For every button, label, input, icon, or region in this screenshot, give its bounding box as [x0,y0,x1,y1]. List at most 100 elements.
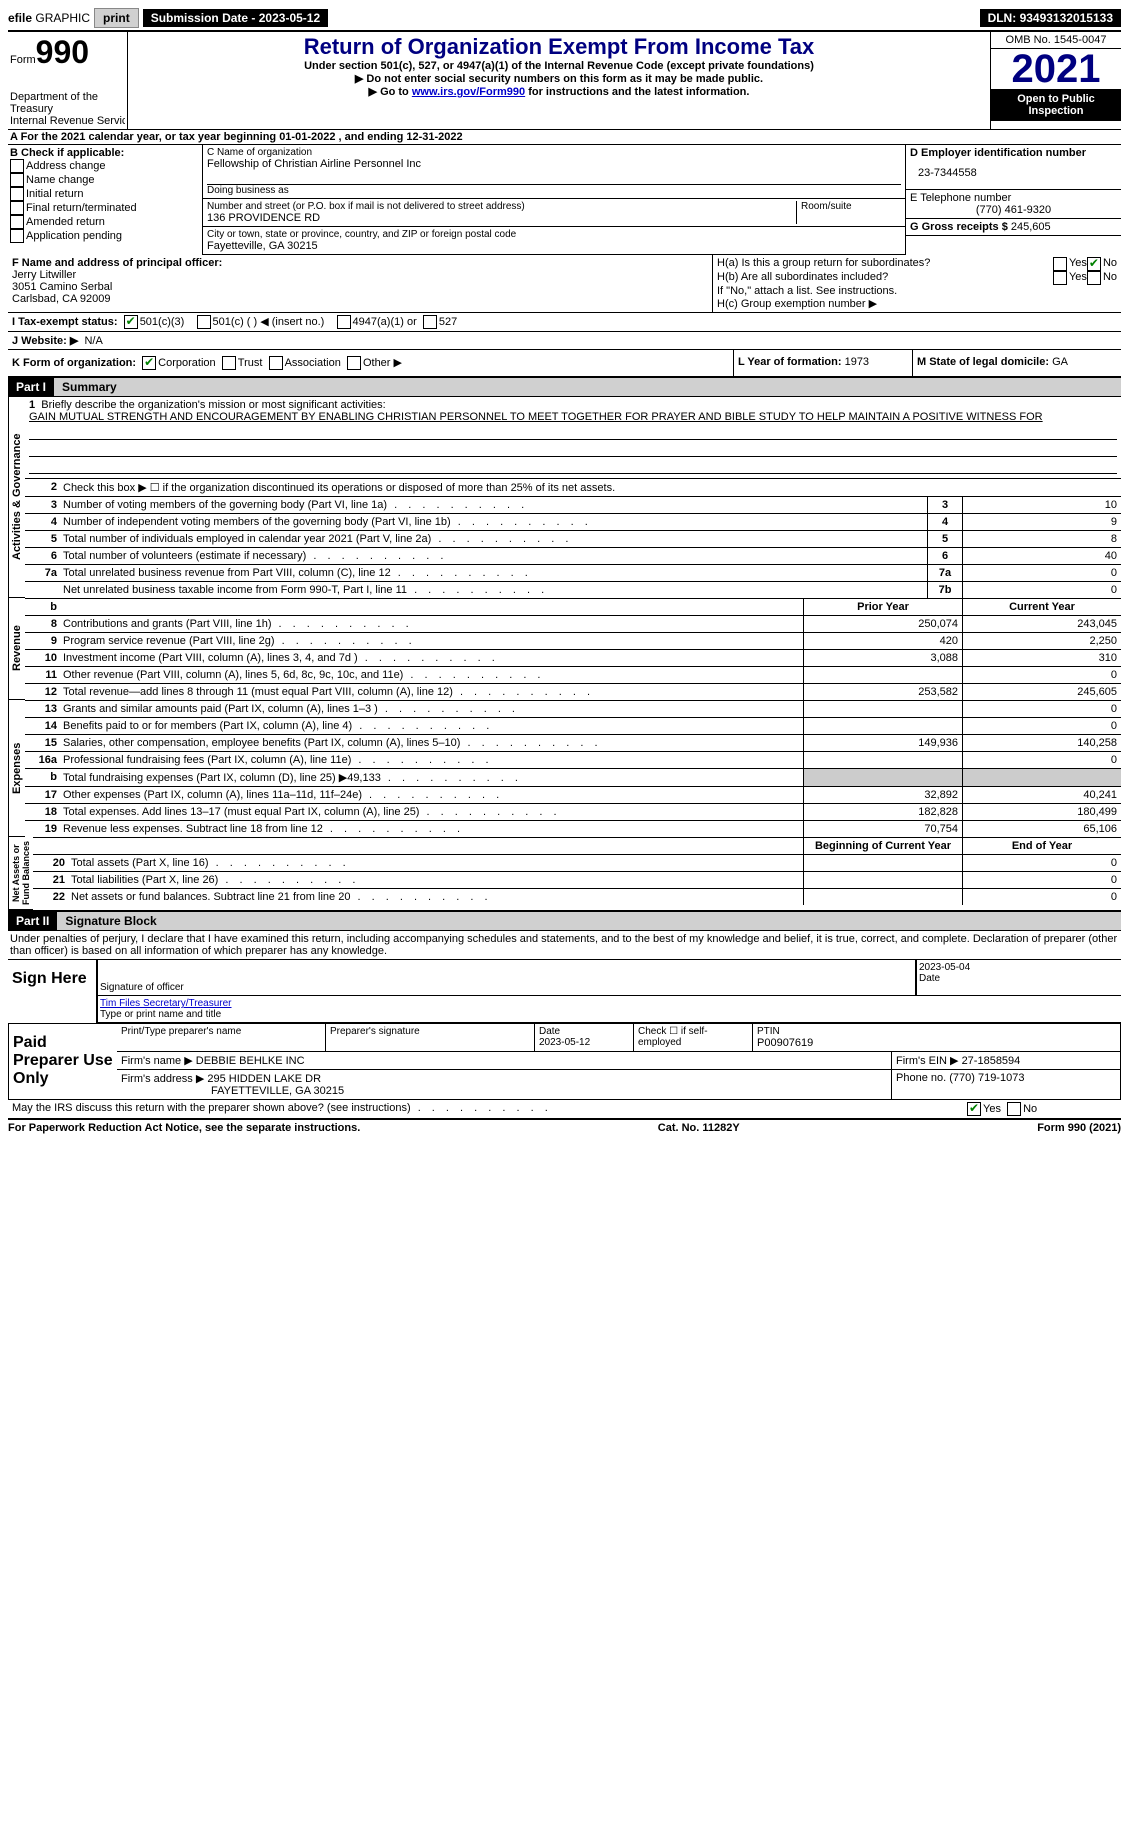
part1-header: Part I Summary [8,377,1121,397]
dba-label: Doing business as [207,185,901,196]
submission-date: Submission Date - 2023-05-12 [143,9,328,27]
prior-year-header: Prior Year [803,599,962,615]
summary-line: 13Grants and similar amounts paid (Part … [25,700,1121,717]
website-row: J Website: ▶ N/A [8,332,1121,350]
chk-amended[interactable] [10,215,24,229]
ha-yes[interactable] [1053,257,1067,271]
q2-text: Check this box ▶ ☐ if the organization d… [61,479,1121,496]
summary-line: 4Number of independent voting members of… [25,513,1121,530]
identity-grid: B Check if applicable: Address change Na… [8,145,1121,255]
gross-receipts: 245,605 [1011,221,1051,233]
warn-ssn: ▶ Do not enter social security numbers o… [132,72,986,85]
summary-line: 8Contributions and grants (Part VIII, li… [25,615,1121,632]
summary-line: 14Benefits paid to or for members (Part … [25,717,1121,734]
summary-line: 10Investment income (Part VIII, column (… [25,649,1121,666]
tel: (770) 461-9320 [910,204,1117,216]
year-formation: L Year of formation: 1973 [733,350,912,376]
penalty-statement: Under penalties of perjury, I declare th… [8,931,1121,959]
group-return: H(a) Is this a group return for subordin… [712,255,1121,312]
addr-label: Number and street (or P.O. box if mail i… [207,201,796,212]
summary-line: 3Number of voting members of the governi… [25,496,1121,513]
footer: For Paperwork Reduction Act Notice, see … [8,1119,1121,1134]
vlabel-netassets: Net Assets or Fund Balances [8,837,33,910]
chk-self-employed[interactable]: Check ☐ if self-employed [634,1024,753,1051]
summary-line: 6Total number of volunteers (estimate if… [25,547,1121,564]
firm-addr1: 295 HIDDEN LAKE DR [207,1073,321,1085]
irs-label: Internal Revenue Service [10,115,125,127]
city: Fayetteville, GA 30215 [207,240,901,252]
firm-name: DEBBIE BEHLKE INC [196,1055,305,1067]
summary-line: 18Total expenses. Add lines 13–17 (must … [25,803,1121,820]
officer-name-link[interactable]: Tim Files Secretary/Treasurer [100,998,232,1009]
chk-other[interactable] [347,356,361,370]
ptin: P00907619 [757,1037,1116,1049]
mission-text: GAIN MUTUAL STRENGTH AND ENCOURAGEMENT B… [29,411,1043,423]
principal-officer: F Name and address of principal officer:… [8,255,712,312]
vlabel-activities: Activities & Governance [8,397,25,598]
summary-line: 5Total number of individuals employed in… [25,530,1121,547]
col-b-header: B Check if applicable: [10,147,124,159]
chk-name-change[interactable] [10,173,24,187]
irs-link[interactable]: www.irs.gov/Form990 [412,86,525,98]
vlabel-expenses: Expenses [8,700,25,837]
chk-527[interactable] [423,315,437,329]
sign-here-section: Sign Here Signature of officer 2023-05-0… [8,959,1121,1023]
hb-yes[interactable] [1053,271,1067,285]
tax-exempt-status: I Tax-exempt status: 501(c)(3) 501(c) ( … [8,313,1121,332]
summary-activities-gov: Activities & Governance 1 Briefly descri… [8,397,1121,598]
dln: DLN: 93493132015133 [980,9,1121,27]
chk-final-return[interactable] [10,201,24,215]
summary-revenue: Revenue b Prior Year Current Year 8Contr… [8,598,1121,700]
paperwork-notice: For Paperwork Reduction Act Notice, see … [8,1122,360,1134]
sig-date: 2023-05-04 [919,962,1119,973]
firm-addr2: FAYETTEVILLE, GA 30215 [121,1085,887,1097]
form-number: 990 [36,34,89,70]
chk-assoc[interactable] [269,356,283,370]
summary-line: bTotal fundraising expenses (Part IX, co… [25,768,1121,786]
chk-trust[interactable] [222,356,236,370]
current-year-header: Current Year [962,599,1121,615]
gross-label: G Gross receipts $ [910,221,1008,233]
chk-501c3[interactable] [124,315,138,329]
org-name-label: C Name of organization [207,147,901,158]
discuss-no[interactable] [1007,1102,1021,1116]
prep-date: 2023-05-12 [539,1037,590,1048]
chk-4947[interactable] [337,315,351,329]
warn-goto: ▶ Go to www.irs.gov/Form990 for instruct… [132,85,986,98]
cat-no: Cat. No. 11282Y [658,1122,740,1134]
chk-app-pending[interactable] [10,229,24,243]
summary-expenses: Expenses 13Grants and similar amounts pa… [8,700,1121,837]
summary-line: 22Net assets or fund balances. Subtract … [33,888,1121,905]
sig-officer-label: Signature of officer [100,982,913,993]
summary-line: 12Total revenue—add lines 8 through 11 (… [25,683,1121,700]
form-word: Form [10,54,36,66]
form-of-org: K Form of organization: Corporation Trus… [8,350,733,376]
discuss-yes[interactable] [967,1102,981,1116]
beginning-year-header: Beginning of Current Year [803,838,962,854]
form-title: Return of Organization Exempt From Incom… [132,34,986,60]
top-bar: efile GRAPHIC print Submission Date - 20… [8,8,1121,28]
city-label: City or town, state or province, country… [207,229,901,240]
vlabel-revenue: Revenue [8,598,25,700]
col-b-checkboxes: B Check if applicable: Address change Na… [8,145,203,255]
section-a: A For the 2021 calendar year, or tax yea… [8,129,1121,145]
summary-line: 19Revenue less expenses. Subtract line 1… [25,820,1121,837]
summary-line: Net unrelated business taxable income fr… [25,581,1121,598]
chk-corp[interactable] [142,356,156,370]
chk-address-change[interactable] [10,159,24,173]
tel-label: E Telephone number [910,192,1117,204]
chk-initial-return[interactable] [10,187,24,201]
ha-no[interactable] [1087,257,1101,271]
chk-501c[interactable] [197,315,211,329]
efile-label: efile GRAPHIC [8,11,90,25]
ein-label: D Employer identification number [910,147,1086,159]
summary-line: 15Salaries, other compensation, employee… [25,734,1121,751]
summary-net-assets: Net Assets or Fund Balances Beginning of… [8,837,1121,911]
summary-line: 21Total liabilities (Part X, line 26)0 [33,871,1121,888]
part2-header: Part II Signature Block [8,911,1121,931]
print-button[interactable]: print [94,8,139,28]
summary-line: 9Program service revenue (Part VIII, lin… [25,632,1121,649]
hb-no[interactable] [1087,271,1101,285]
room-label: Room/suite [801,201,901,212]
summary-line: 11Other revenue (Part VIII, column (A), … [25,666,1121,683]
